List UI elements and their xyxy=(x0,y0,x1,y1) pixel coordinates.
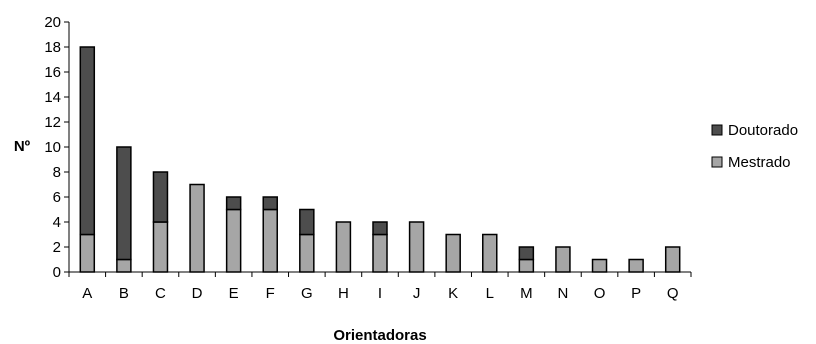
y-axis-title: Nº xyxy=(14,138,31,155)
bar-mestrado-l xyxy=(482,233,498,273)
y-tick-label: 6 xyxy=(53,189,61,206)
bar-mestrado-p xyxy=(628,258,644,273)
x-tick-label: G xyxy=(301,285,313,302)
x-tick-label: I xyxy=(378,285,382,302)
x-tick-label: H xyxy=(338,285,349,302)
y-tick-label: 4 xyxy=(53,214,61,231)
bar-mestrado-i xyxy=(372,233,388,273)
x-tick-label: O xyxy=(594,285,606,302)
x-axis-title: Orientadoras xyxy=(333,327,426,344)
y-tick-label: 20 xyxy=(44,14,61,31)
y-tick-label: 18 xyxy=(44,39,61,56)
bar-mestrado-q xyxy=(664,246,681,273)
bar-mestrado-e xyxy=(225,208,242,273)
x-tick-label: D xyxy=(192,285,203,302)
legend: Doutorado Mestrado xyxy=(711,122,798,171)
y-tick-label: 10 xyxy=(44,139,61,156)
bar-mestrado-k xyxy=(445,233,461,273)
plot-area: 0 2 4 6 8 10 12 14 16 18 20 A B C D E F G H I J K L M N O P Q xyxy=(44,14,692,302)
bar-mestrado-a xyxy=(79,233,96,273)
bar-mestrado-o xyxy=(591,258,608,273)
bar-doutorado-b xyxy=(116,146,132,261)
bar-doutorado-i xyxy=(372,221,388,236)
y-tick-label: 14 xyxy=(44,89,61,106)
x-tick-label: M xyxy=(520,285,533,302)
legend-label-doutorado: Doutorado xyxy=(728,122,798,139)
x-tick-label: B xyxy=(119,285,129,302)
bar-doutorado-c xyxy=(152,171,169,223)
x-tick-label: K xyxy=(448,285,458,302)
y-tick-label: 2 xyxy=(53,239,61,256)
legend-label-mestrado: Mestrado xyxy=(728,154,791,171)
bar-doutorado-m xyxy=(518,246,535,261)
x-tick-label: A xyxy=(82,285,92,302)
bar-mestrado-h xyxy=(335,221,352,273)
bar-mestrado-j xyxy=(408,221,425,273)
x-tick-label: P xyxy=(631,285,641,302)
bar-mestrado-m xyxy=(518,258,535,273)
x-tick-label: Q xyxy=(667,285,679,302)
x-tick-label: N xyxy=(558,285,569,302)
x-tick-label: L xyxy=(486,285,494,302)
y-tick-label: 16 xyxy=(44,64,61,81)
bar-doutorado-g xyxy=(299,208,315,236)
bar-doutorado-a xyxy=(79,46,96,236)
bar-mestrado-g xyxy=(299,233,315,273)
bar-mestrado-b xyxy=(116,258,132,273)
bar-mestrado-d xyxy=(189,183,205,273)
legend-swatch-mestrado xyxy=(711,156,723,168)
bar-mestrado-c xyxy=(152,221,169,273)
bar-doutorado-f xyxy=(262,196,278,211)
y-tick-label: 8 xyxy=(53,164,61,181)
bar-doutorado-e xyxy=(225,196,242,211)
x-tick-label: J xyxy=(413,285,421,302)
legend-swatch-doutorado xyxy=(711,124,723,136)
bar-mestrado-f xyxy=(262,208,278,273)
x-tick-label: C xyxy=(155,285,166,302)
x-tick-label: E xyxy=(229,285,239,302)
y-tick-label: 0 xyxy=(53,264,61,281)
x-tick-label: F xyxy=(266,285,275,302)
bar-mestrado-n xyxy=(555,246,571,273)
y-tick-label: 12 xyxy=(44,114,61,131)
